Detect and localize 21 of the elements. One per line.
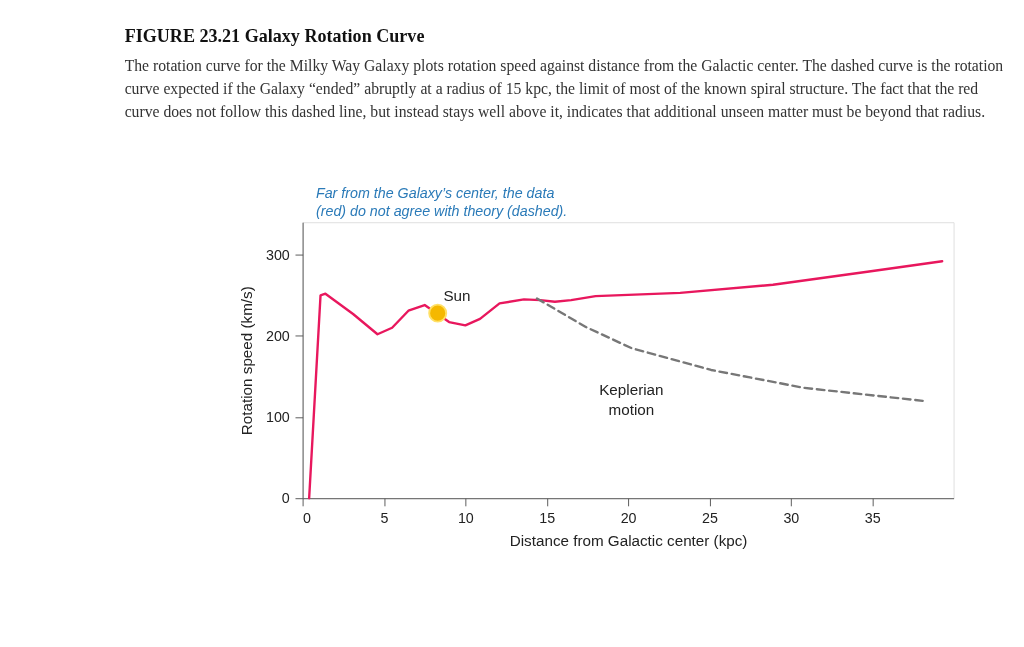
x-tick-label: 5 <box>380 510 389 527</box>
annotation: Keplerian motion <box>599 380 664 418</box>
x-tick-label: 10 <box>457 510 474 527</box>
y-tick-label: 300 <box>265 246 290 263</box>
x-tick-label: 15 <box>539 510 556 527</box>
x-tick-label: 35 <box>864 510 881 527</box>
line-series <box>535 297 924 403</box>
text: Far from the Galaxy’s center, the data (red) do not agree with theory (dashed). <box>315 185 568 219</box>
y-tick-label: 0 <box>281 490 290 507</box>
series-label: Sun <box>443 286 471 304</box>
x-tick-label: 30 <box>783 510 800 527</box>
chart-title: FIGURE 23.21 Galaxy Rotation Curve <box>124 25 425 46</box>
line-series <box>307 260 944 500</box>
x-axis-title: Distance from Galactic center (kpc) <box>509 532 748 550</box>
x-tick-label: 25 <box>702 510 718 527</box>
y-axis-title: Rotation speed (km/s) <box>237 286 255 436</box>
x-tick-label: 0 <box>303 510 312 527</box>
y-tick-label: 100 <box>265 409 290 426</box>
x-tick-label: 20 <box>620 510 637 527</box>
chart-subtitle: The rotation curve for the Milky Way Galaxy plots rotation speed against distance from the Galactic center. The dashed curve is the rotation curve expected if the Galaxy “ended” abruptly at a radius of 15 kpc, the limit of most of the known spiral structure. The fact that the red curve does not follow this dashed line, but instead stays well above it, indicates that additional unseen matter must be beyond that radius. <box>124 57 1004 122</box>
y-tick-label: 200 <box>265 328 290 345</box>
